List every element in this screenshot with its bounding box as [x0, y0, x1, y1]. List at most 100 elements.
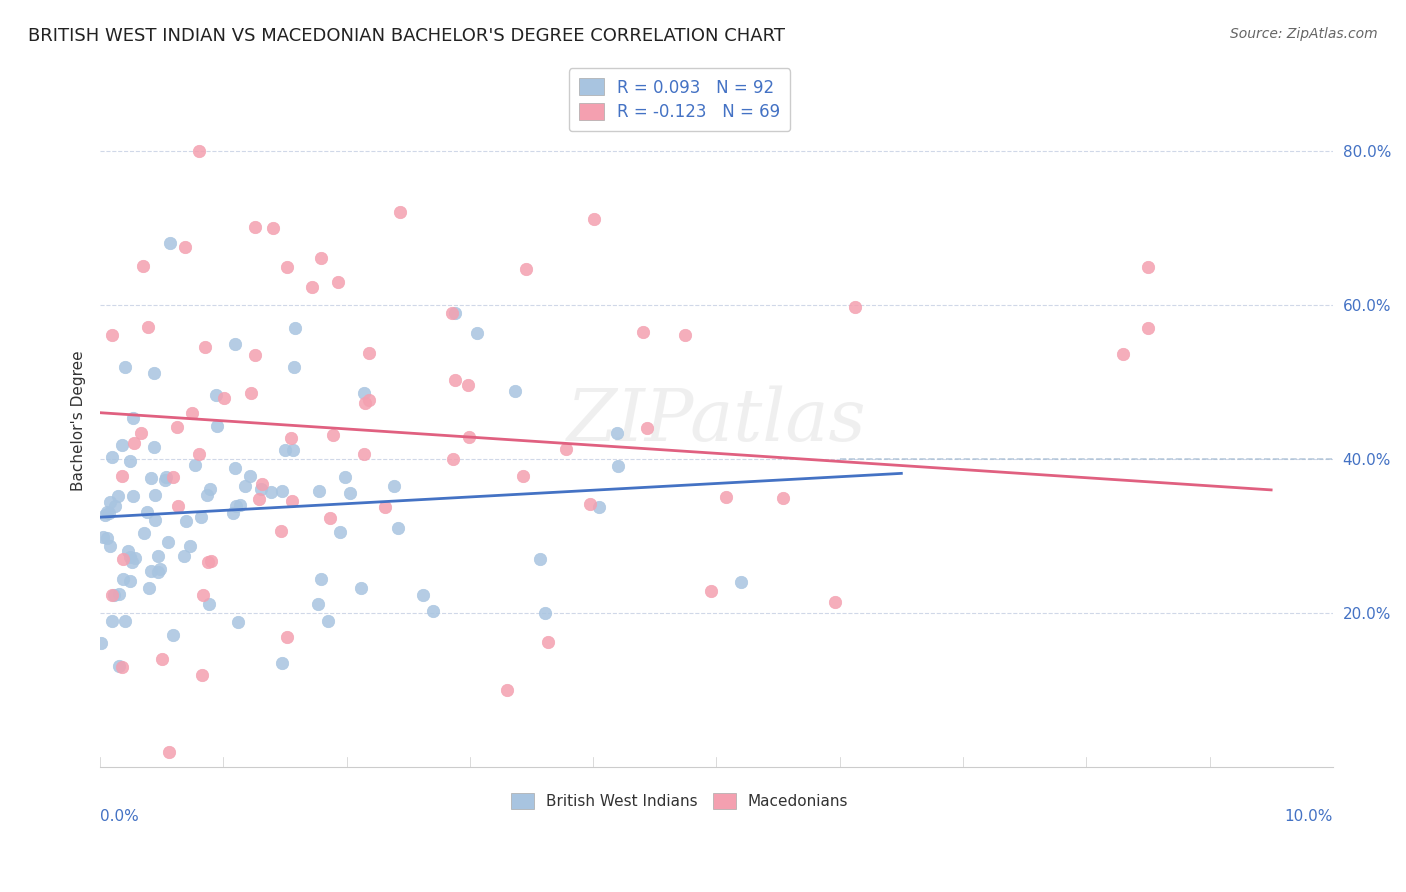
- Point: [114, 614, 136, 628]
- Point: [243, 220, 266, 235]
- Point: [103, 588, 125, 602]
- Point: [239, 386, 262, 401]
- Point: [319, 511, 342, 525]
- Point: [173, 240, 195, 254]
- Point: [354, 396, 377, 410]
- Point: [148, 549, 170, 563]
- Point: [329, 525, 352, 540]
- Point: [148, 562, 170, 576]
- Point: [197, 555, 219, 569]
- Point: [191, 668, 214, 682]
- Point: [353, 386, 375, 401]
- Point: [224, 336, 246, 351]
- Point: [388, 205, 411, 219]
- Point: [197, 597, 219, 611]
- Point: [111, 469, 134, 483]
- Point: [322, 427, 344, 442]
- Point: [166, 420, 188, 434]
- Point: [636, 420, 658, 434]
- Point: [730, 574, 752, 589]
- Point: [276, 260, 298, 274]
- Point: [108, 659, 131, 673]
- Point: [247, 491, 270, 506]
- Point: [96, 505, 118, 519]
- Point: [350, 581, 373, 595]
- Point: [422, 603, 444, 617]
- Point: [139, 471, 162, 485]
- Point: [195, 487, 218, 501]
- Point: [259, 484, 281, 499]
- Point: [512, 469, 534, 483]
- Point: [465, 326, 488, 340]
- Point: [316, 614, 339, 628]
- Point: [357, 392, 380, 407]
- Point: [373, 500, 395, 514]
- Point: [96, 531, 118, 545]
- Point: [136, 320, 159, 334]
- Text: Source: ZipAtlas.com: Source: ZipAtlas.com: [1230, 27, 1378, 41]
- Point: [280, 431, 302, 445]
- Legend: R = 0.093   N = 92, R = -0.123   N = 69: R = 0.093 N = 92, R = -0.123 N = 69: [569, 69, 790, 131]
- Y-axis label: Bachelor's Degree: Bachelor's Degree: [72, 351, 86, 491]
- Point: [194, 340, 217, 354]
- Point: [222, 506, 245, 520]
- Point: [606, 425, 628, 440]
- Point: [122, 489, 145, 503]
- Point: [94, 508, 117, 523]
- Point: [284, 321, 307, 335]
- Point: [225, 499, 247, 513]
- Point: [359, 346, 381, 360]
- Point: [98, 506, 121, 520]
- Point: [534, 606, 557, 620]
- Point: [412, 588, 434, 602]
- Point: [457, 430, 479, 444]
- Point: [554, 442, 576, 456]
- Point: [583, 211, 606, 226]
- Point: [188, 447, 211, 461]
- Point: [205, 388, 228, 402]
- Text: BRITISH WEST INDIAN VS MACEDONIAN BACHELOR'S DEGREE CORRELATION CHART: BRITISH WEST INDIAN VS MACEDONIAN BACHEL…: [28, 27, 785, 45]
- Point: [631, 325, 654, 339]
- Point: [98, 495, 121, 509]
- Point: [156, 534, 179, 549]
- Point: [283, 443, 305, 458]
- Point: [120, 454, 142, 468]
- Point: [250, 477, 273, 491]
- Point: [101, 588, 124, 602]
- Point: [122, 411, 145, 425]
- Point: [1136, 321, 1159, 335]
- Point: [212, 391, 235, 405]
- Point: [183, 458, 205, 472]
- Point: [141, 565, 163, 579]
- Point: [101, 328, 124, 343]
- Point: [387, 521, 409, 535]
- Point: [138, 581, 160, 595]
- Point: [117, 544, 139, 558]
- Point: [270, 483, 292, 498]
- Point: [239, 469, 262, 483]
- Point: [114, 359, 136, 374]
- Point: [122, 436, 145, 450]
- Point: [134, 525, 156, 540]
- Point: [772, 491, 794, 506]
- Point: [179, 539, 201, 553]
- Point: [607, 458, 630, 473]
- Point: [120, 550, 142, 565]
- Point: [150, 652, 173, 666]
- Point: [124, 551, 146, 566]
- Point: [262, 221, 284, 235]
- Point: [243, 348, 266, 362]
- Point: [824, 594, 846, 608]
- Point: [496, 683, 519, 698]
- Point: [228, 615, 250, 629]
- Text: ZIPatlas: ZIPatlas: [567, 385, 866, 456]
- Point: [198, 482, 221, 496]
- Point: [444, 306, 467, 320]
- Point: [1136, 260, 1159, 274]
- Point: [200, 554, 222, 568]
- Point: [1112, 347, 1135, 361]
- Point: [276, 631, 298, 645]
- Point: [699, 584, 721, 599]
- Point: [673, 328, 696, 343]
- Point: [111, 552, 134, 566]
